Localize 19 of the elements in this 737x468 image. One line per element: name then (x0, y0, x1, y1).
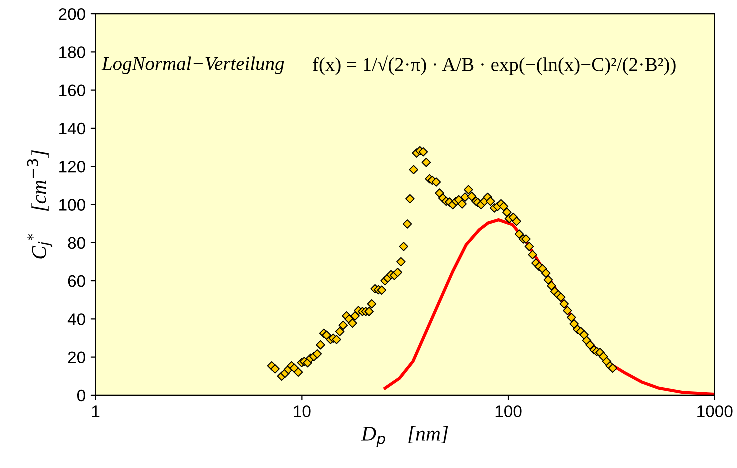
x-tick-label: 1000 (698, 406, 733, 418)
y-tick-label: 60 (68, 275, 86, 288)
y-tick-label: 100 (60, 199, 86, 211)
x-tick-label: 1 (92, 406, 100, 418)
x-tick-label: 10 (294, 406, 311, 418)
y-tick-label: 0 (77, 390, 86, 402)
annotation: f(x) = 1/√(2·π) · A/B · exp(−(ln(x)−C)²/(2·B²)) (313, 56, 676, 76)
y-tick-label: 180 (60, 46, 86, 58)
y-tick-label: 80 (68, 237, 86, 250)
text: D$_{p}$ [nm] (361, 426, 448, 448)
y-tick-label: 200 (59, 8, 86, 20)
annotation: LogNormal−Verteilung (102, 56, 284, 74)
y-tick-label: 40 (68, 314, 86, 326)
x-tick-label: 100 (496, 406, 522, 418)
y-tick-label: 140 (60, 122, 86, 135)
text: C$_{j}$$^{*}$ [cm$^{−3}$] (27, 150, 53, 259)
y-tick-label: 20 (68, 352, 86, 364)
y-tick-label: 160 (60, 84, 86, 97)
y-tick-label: 120 (60, 161, 86, 173)
